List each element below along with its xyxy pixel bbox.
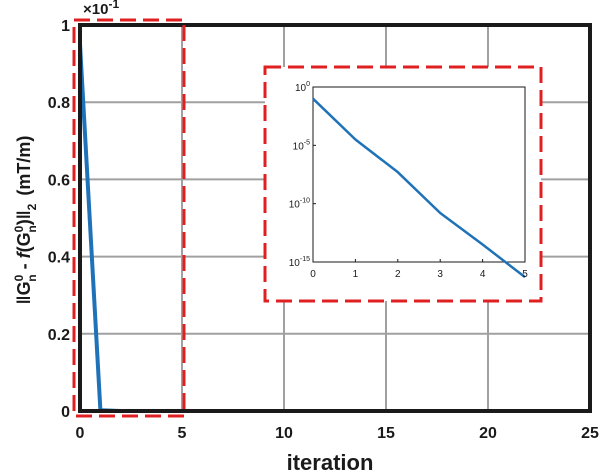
inset-plot-frame [312,86,526,263]
y-multiplier: ×10-1 [83,0,119,18]
inset-frame [263,65,543,303]
x-axis-title: iteration [287,450,374,474]
inset-x-tick-label: 4 [480,269,486,280]
x-tick-label: 15 [377,425,395,442]
inset-y-tick-label: 10-10 [289,198,310,211]
inset-x-tick-label: 1 [353,269,359,280]
inset-y-tick-label: 10-15 [289,256,310,269]
x-tick-label: 25 [581,425,599,442]
inset-x-tick-label: 2 [395,269,401,280]
y-multiplier-base: ×10 [83,1,108,18]
inset-x-tick-label: 5 [522,269,528,280]
y-tick-label: 0.6 [48,172,70,189]
inset-x-tick-label: 0 [310,269,316,280]
inset-y-tick-label: 10-5 [293,139,310,152]
y-tick-label: 0 [61,404,70,421]
x-tick-label: 20 [479,425,497,442]
inset-series-line [312,97,526,279]
y-tick-label: 1 [61,18,70,35]
inset-x-ticks: 0 1 2 3 4 5 [310,259,528,280]
inset-series [312,97,526,279]
highlight-box [72,18,186,418]
x-tick-label: 0 [76,425,85,442]
inset-y-tick-label: 100 [295,81,310,94]
x-tick-label: 5 [178,425,187,442]
y-tick-label: 0.2 [48,327,70,344]
y-axis-title: ‖G0n - f(G0n)‖2(mT/m) [12,136,39,305]
y-tick-label: 0.4 [48,250,70,267]
x-tick-label: 10 [275,425,293,442]
y-tick-label: 0.8 [48,95,70,112]
inset-y-ticks: 100 10-5 10-10 10-15 [289,81,316,269]
y-multiplier-exponent: -1 [108,0,119,11]
main-x-ticks: 0 5 10 15 20 25 [76,425,599,442]
main-y-ticks: 0 0.2 0.4 0.6 0.8 1 [48,18,70,421]
inset-x-tick-label: 3 [437,269,443,280]
main-plot-frame [78,23,592,413]
